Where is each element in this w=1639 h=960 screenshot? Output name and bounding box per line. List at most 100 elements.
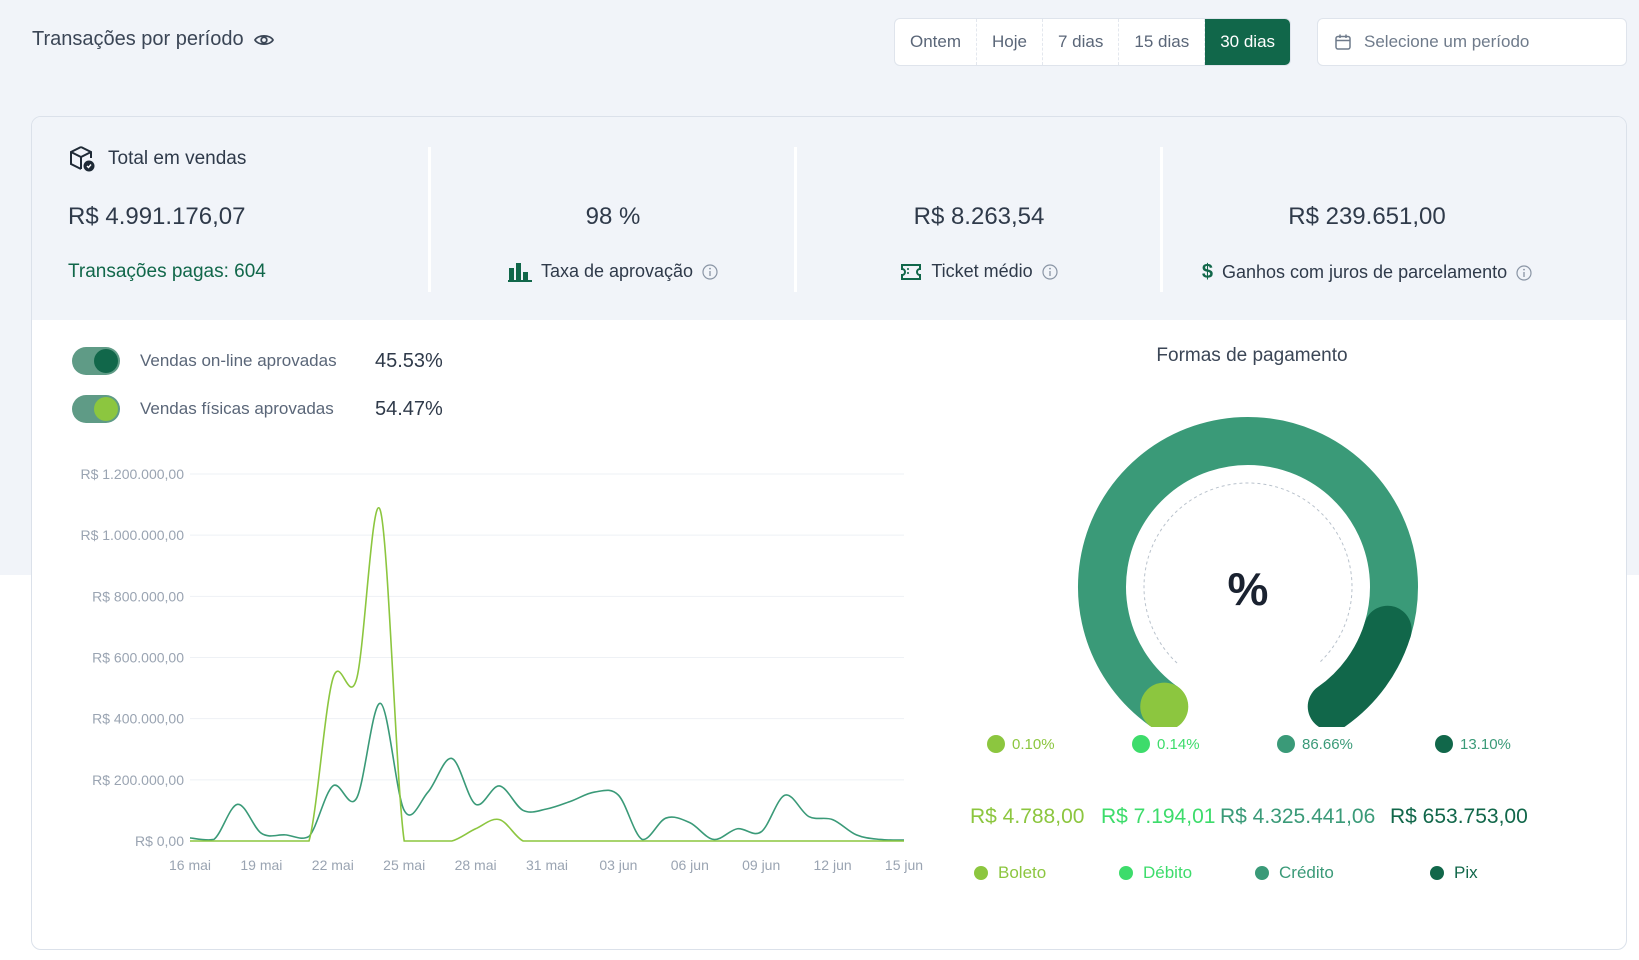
amount-credito: R$ 4.325.441,06 <box>1220 805 1376 828</box>
pix-dot <box>1430 866 1444 880</box>
donut-center-symbol: % <box>1228 563 1269 615</box>
x-tick-label: 25 mai <box>383 857 425 873</box>
legend-name-boleto-text: Boleto <box>998 863 1047 882</box>
series-line-1 <box>189 702 905 841</box>
page-title-text: Transações por período <box>32 28 244 50</box>
stat-ticket-label: Ticket médio <box>796 261 1162 282</box>
stat-total-sales: Total em vendas R$ 4.991.176,07 Transaçõ… <box>32 117 430 320</box>
y-tick-label: R$ 600.000,00 <box>92 650 184 666</box>
period-button-30-dias[interactable]: 30 dias <box>1205 19 1291 65</box>
donut-segment-credito <box>1078 417 1418 727</box>
online-sales-label: Vendas on-line aprovadas <box>140 351 337 370</box>
legend-name-credito-text: Crédito <box>1279 863 1334 882</box>
stat-divider <box>1160 147 1163 292</box>
boleto-dot <box>987 735 1005 753</box>
stat-installment-interest: R$ 239.651,00 $ Ganhos com juros de parc… <box>1162 117 1572 320</box>
x-tick-label: 06 jun <box>671 857 709 873</box>
y-tick-label: R$ 400.000,00 <box>92 711 184 727</box>
period-button-ontem[interactable]: Ontem <box>895 19 978 65</box>
legend-name-debito: Débito <box>1119 863 1192 883</box>
stat-interest-label-text: Ganhos com juros de parcelamento <box>1221 262 1508 282</box>
physical-sales-label: Vendas físicas aprovadas <box>140 399 334 418</box>
stat-total-value: R$ 4.991.176,07 <box>68 203 246 230</box>
physical-sales-pct: 54.47% <box>375 397 443 420</box>
legend-name-credito: Crédito <box>1255 863 1334 883</box>
stat-total-title: Total em vendas <box>68 145 246 173</box>
stat-approval-rate: 98 % Taxa de aprovação <box>430 117 796 320</box>
date-range-picker[interactable]: Selecione um período <box>1317 18 1627 66</box>
donut-segment-pix <box>1307 605 1412 727</box>
legend-pct-boleto-text: 0.10% <box>1012 735 1055 753</box>
y-tick-label: R$ 0,00 <box>135 833 184 849</box>
period-selector: Ontem Hoje 7 dias 15 dias 30 dias <box>894 18 1292 66</box>
y-tick-label: R$ 800.000,00 <box>92 588 184 604</box>
stat-paid-transactions: Transações pagas: 604 <box>68 261 266 282</box>
physical-sales-toggle[interactable] <box>72 395 120 423</box>
x-tick-label: 15 jun <box>885 857 923 873</box>
payment-methods-donut: % <box>1078 417 1418 727</box>
stat-ticket-label-text: Ticket médio <box>931 261 1033 281</box>
transactions-card: Total em vendas R$ 4.991.176,07 Transaçõ… <box>31 116 1627 950</box>
legend-pct-pix: 13.10% <box>1435 735 1511 753</box>
y-tick-label: R$ 200.000,00 <box>92 772 184 788</box>
stat-total-title-text: Total em vendas <box>108 148 247 169</box>
online-sales-toggle[interactable] <box>72 347 120 375</box>
date-picker-placeholder: Selecione um período <box>1364 32 1530 51</box>
toggle-knob <box>94 349 118 373</box>
legend-pct-boleto: 0.10% <box>987 735 1055 753</box>
y-tick-label: R$ 1.000.000,00 <box>80 527 184 543</box>
x-tick-label: 28 mai <box>455 857 497 873</box>
stat-divider <box>794 147 797 292</box>
legend-name-debito-text: Débito <box>1143 863 1193 882</box>
package-icon <box>68 145 96 173</box>
series-line-2 <box>189 506 904 842</box>
period-button-7-dias[interactable]: 7 dias <box>1043 19 1120 65</box>
legend-pct-debito: 0.14% <box>1132 735 1200 753</box>
stats-bar: Total em vendas R$ 4.991.176,07 Transaçõ… <box>32 117 1626 320</box>
amount-pix: R$ 653.753,00 <box>1390 805 1528 828</box>
legend-pct-debito-text: 0.14% <box>1157 735 1200 753</box>
x-tick-label: 09 jun <box>742 857 780 873</box>
stat-approval-label: Taxa de aprovação <box>430 261 796 282</box>
debito-dot <box>1119 866 1133 880</box>
x-tick-label: 19 mai <box>240 857 282 873</box>
pix-dot <box>1435 735 1453 753</box>
page-title: Transações por período <box>32 28 274 51</box>
credito-dot <box>1277 735 1295 753</box>
legend-name-boleto: Boleto <box>974 863 1046 883</box>
toggle-row-online: Vendas on-line aprovadas 45.53% <box>72 347 443 375</box>
sales-line-chart: R$ 1.200.000,00 R$ 1.000.000,00 R$ 800.000… <box>80 466 923 873</box>
x-tick-label: 12 jun <box>814 857 852 873</box>
stat-interest-value: R$ 239.651,00 <box>1288 203 1446 230</box>
period-button-15-dias[interactable]: 15 dias <box>1119 19 1206 65</box>
info-icon[interactable] <box>1042 263 1058 280</box>
stat-approval-label-text: Taxa de aprovação <box>540 261 694 281</box>
info-icon[interactable] <box>1516 264 1532 281</box>
boleto-dot <box>974 866 988 880</box>
eye-icon[interactable] <box>253 33 274 47</box>
payment-methods-title: Formas de pagamento <box>1156 345 1348 366</box>
stat-ticket-value: R$ 8.263,54 <box>913 203 1045 230</box>
toggle-knob <box>94 397 118 421</box>
x-tick-label: 22 mai <box>312 857 354 873</box>
legend-pct-pix-text: 13.10% <box>1460 735 1511 753</box>
info-icon[interactable] <box>702 263 718 280</box>
credito-dot <box>1255 866 1269 880</box>
x-tick-label: 16 mai <box>169 857 211 873</box>
stat-approval-value: 98 % <box>585 203 641 230</box>
amount-boleto: R$ 4.788,00 <box>970 805 1085 828</box>
legend-pct-credito: 86.66% <box>1277 735 1353 753</box>
period-button-hoje[interactable]: Hoje <box>977 19 1043 65</box>
debito-dot <box>1132 735 1150 753</box>
bar-chart-icon <box>507 262 532 282</box>
calendar-icon <box>1334 33 1352 51</box>
amount-debito: R$ 7.194,01 <box>1101 805 1216 828</box>
x-tick-label: 03 jun <box>599 857 637 873</box>
dollar-icon: $ <box>1201 261 1213 283</box>
stat-divider <box>428 147 431 292</box>
ticket-icon <box>900 263 922 281</box>
stat-interest-label: $ Ganhos com juros de parcelamento <box>1162 261 1572 284</box>
legend-pct-credito-text: 86.66% <box>1302 735 1353 753</box>
legend-name-pix-text: Pix <box>1454 863 1478 882</box>
online-sales-pct: 45.53% <box>375 349 443 372</box>
